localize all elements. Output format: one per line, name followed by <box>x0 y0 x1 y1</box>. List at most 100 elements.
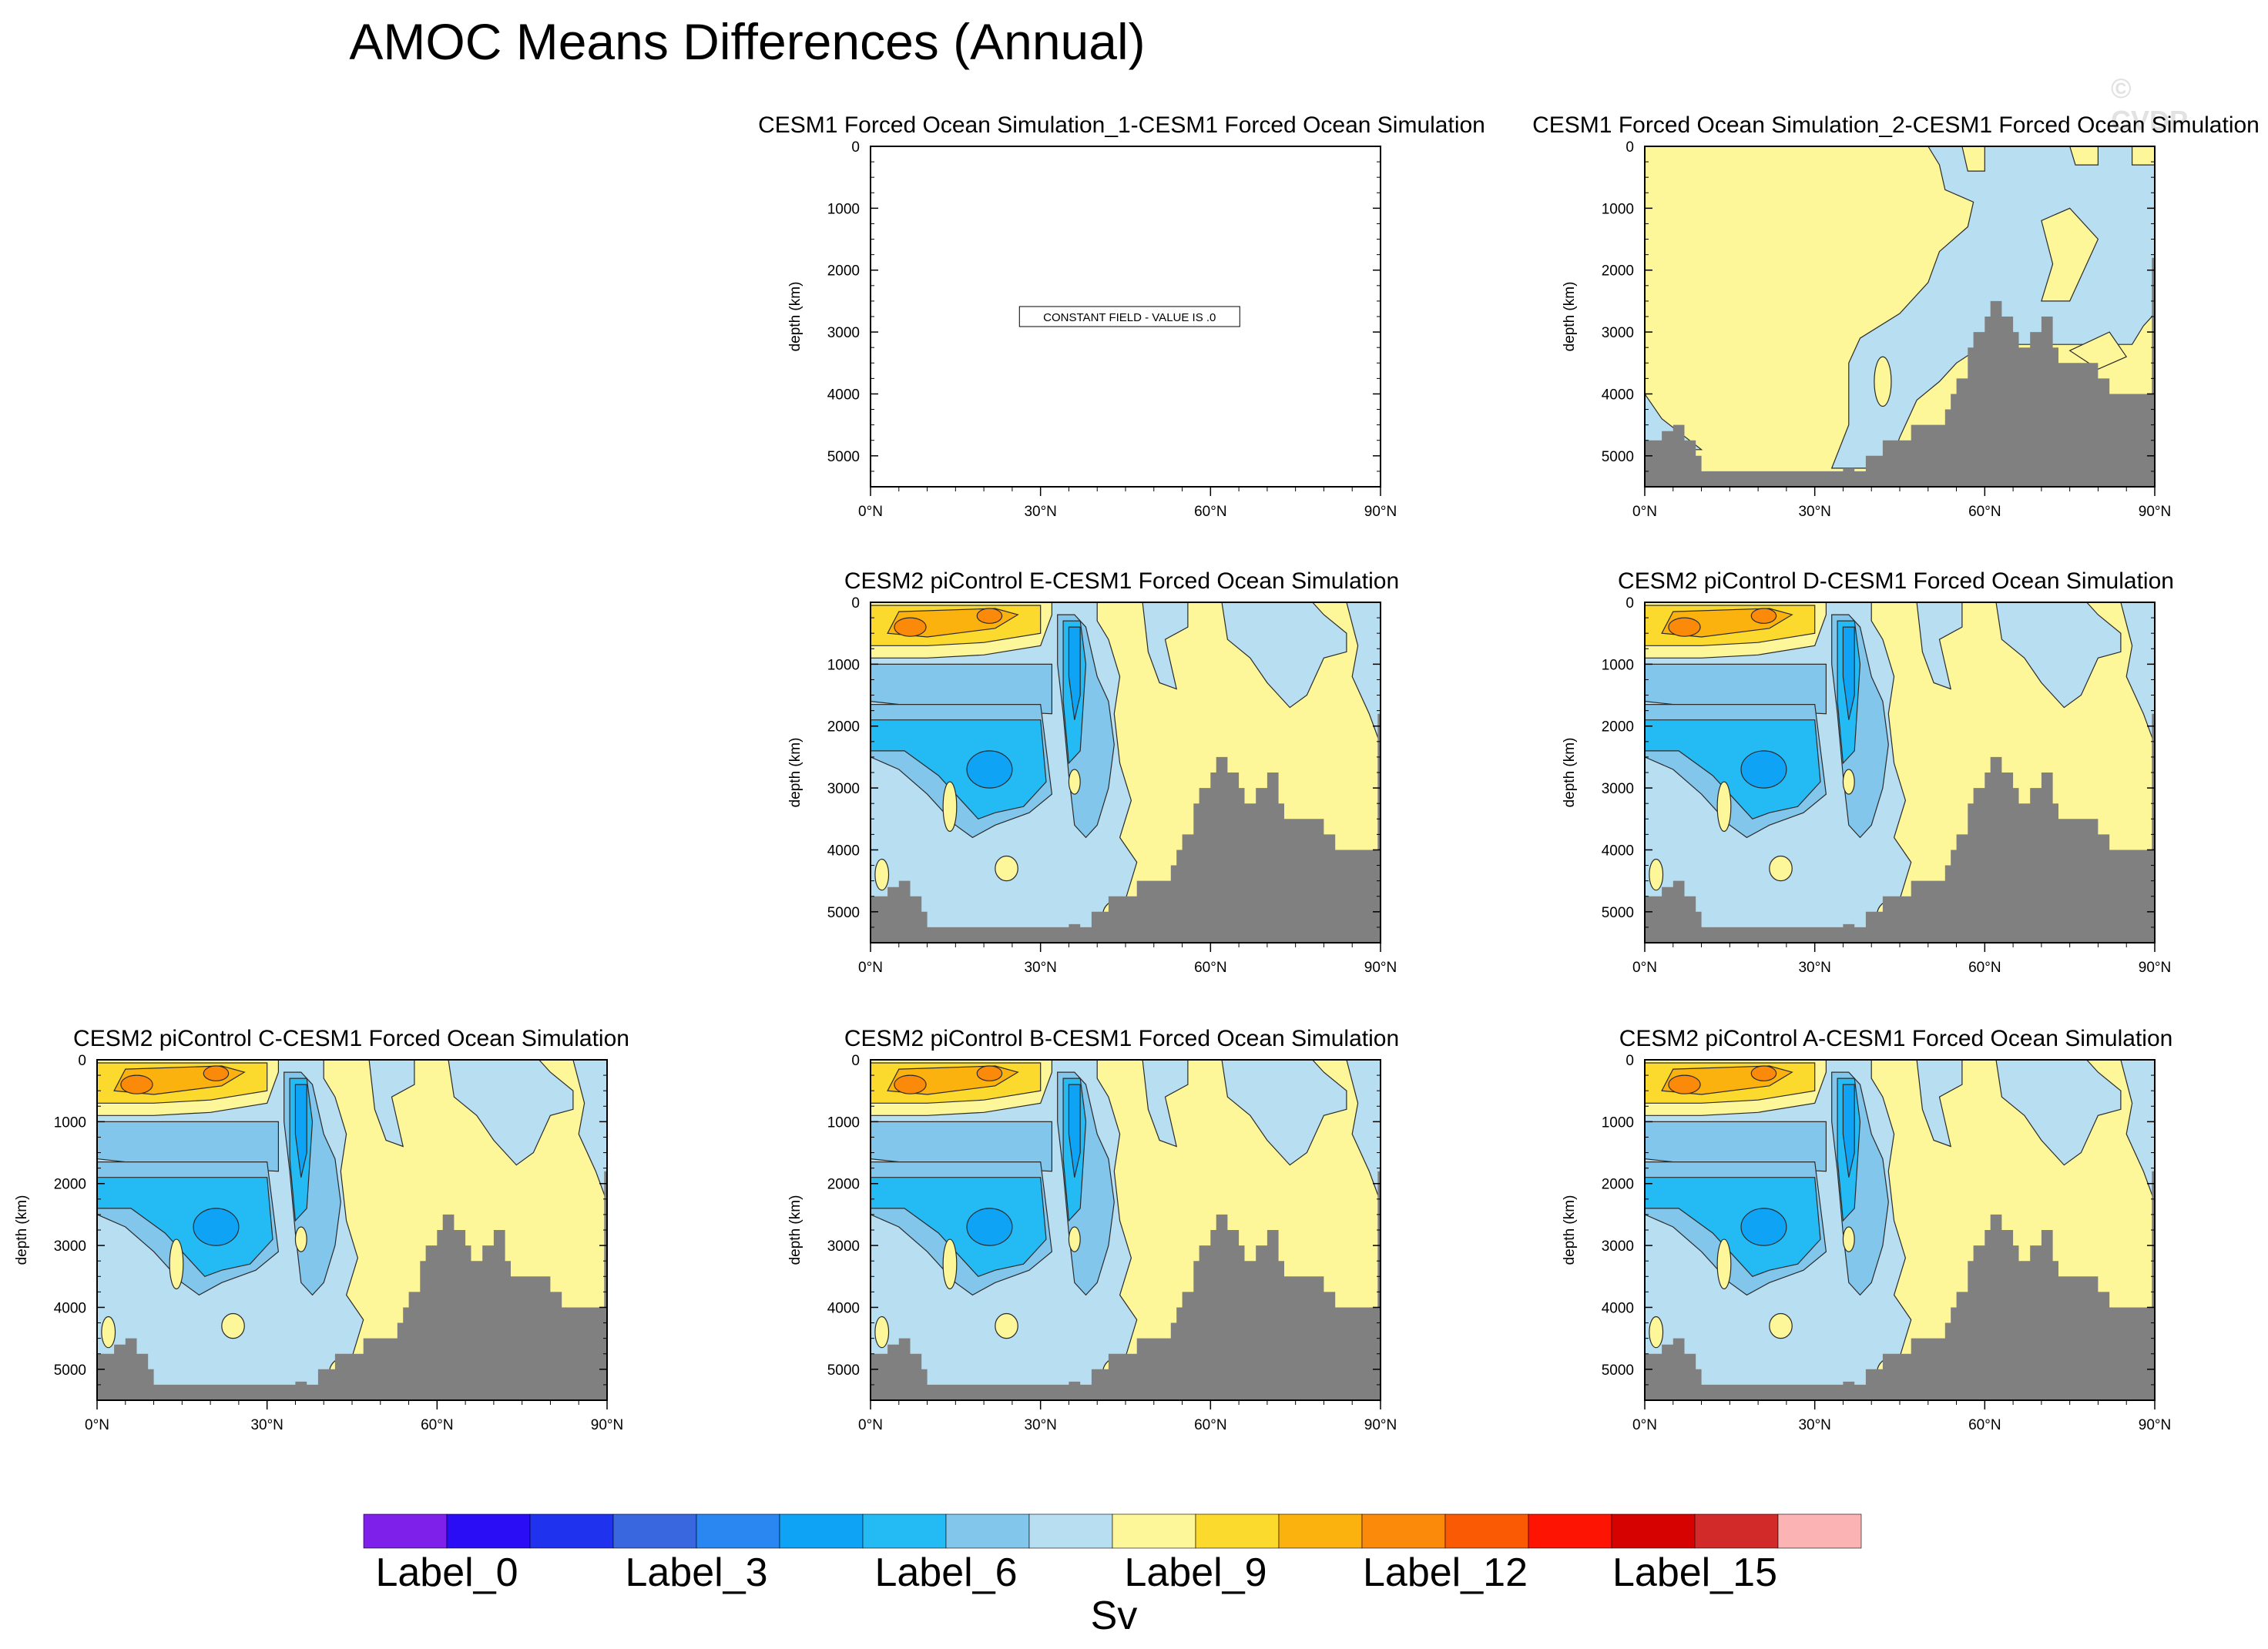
land-mask <box>1645 257 2155 487</box>
colorbar-label-15: Label_15 <box>1612 1550 1777 1595</box>
plot-panel-2: 0 1000 2000 3000 4000 5000 0°N 30°N 60°N 90°N dept… <box>1562 139 2171 520</box>
contour-fill-9 <box>169 1238 184 1289</box>
colorbar-label-3: Label_3 <box>625 1550 768 1595</box>
y-tick-label: 4000 <box>827 1300 860 1316</box>
contour-fill-8 <box>1142 602 1189 690</box>
plot-area <box>1645 602 2155 943</box>
contour-fill-5 <box>1842 626 1855 720</box>
x-tick-label: 90°N <box>2139 504 2171 520</box>
colorbar-swatch-3 <box>612 1513 697 1549</box>
contour-fill-9 <box>221 1312 245 1339</box>
x-tick-label: 90°N <box>1364 504 1397 520</box>
plot-panel-6: 0 1000 2000 3000 4000 5000 0°N 30°N 60°N 90°N dept… <box>787 1053 1397 1433</box>
contour-fill-12 <box>894 1074 927 1094</box>
contour-fill-5 <box>193 1208 240 1246</box>
x-tick-label: 0°N <box>1632 504 1657 520</box>
land-mask <box>871 713 1381 943</box>
x-tick-label: 60°N <box>1968 1417 2001 1433</box>
contour-fill-9 <box>995 1312 1018 1339</box>
colorbar-swatch-1 <box>446 1513 531 1549</box>
x-tick-label: 90°N <box>591 1417 623 1433</box>
contour-fill-12 <box>203 1065 230 1081</box>
contour-fill-9 <box>1068 1226 1081 1252</box>
y-tick-label: 1000 <box>1602 657 1634 673</box>
y-axis-label: depth (km) <box>1562 282 1578 352</box>
panel-title-1: CESM1 Forced Ocean Simulation_1-CESM1 Fo… <box>758 112 1485 138</box>
contour-fill-5 <box>966 1208 1013 1246</box>
x-tick-label: 0°N <box>1632 1417 1657 1433</box>
colorbar-swatch-8 <box>1028 1513 1113 1549</box>
y-tick-label: 2000 <box>827 719 860 736</box>
colorbar-swatch-0 <box>363 1513 448 1549</box>
contour-fill-8 <box>1995 1060 2122 1166</box>
land-mask <box>1645 1171 2155 1400</box>
contour-fill-9 <box>1716 1238 1732 1289</box>
contour-fill-9 <box>942 1238 958 1289</box>
contour-fill-12 <box>1750 608 1777 624</box>
constant-field-box <box>1018 306 1240 327</box>
y-tick-label: 2000 <box>1602 1177 1634 1193</box>
land-mask <box>871 1171 1381 1400</box>
contour-fill-9 <box>942 781 958 832</box>
contour-fill-6 <box>1645 1177 1821 1278</box>
y-tick-label: 4000 <box>1602 387 1634 403</box>
contour-fill-8 <box>368 1060 415 1148</box>
cvdp-watermark: © CVDP <box>2111 72 2189 136</box>
y-tick-label: 2000 <box>827 1177 860 1193</box>
contour-fill-8 <box>1645 393 1703 451</box>
contour-fill-5 <box>294 1084 307 1178</box>
x-tick-label: 30°N <box>250 1417 283 1433</box>
contour-fill-5 <box>1842 1084 1855 1178</box>
land-mask <box>1645 713 2155 943</box>
panel-title-7: CESM2 piControl A-CESM1 Forced Ocean Sim… <box>1619 1026 2173 1051</box>
y-tick-label: 3000 <box>827 325 860 341</box>
y-tick-label: 5000 <box>1602 449 1634 465</box>
contour-fill-8 <box>2120 1060 2155 1203</box>
contour-fill-8 <box>2120 602 2155 746</box>
y-axis-label: depth (km) <box>1562 1195 1578 1265</box>
colorbar-swatch-4 <box>696 1513 780 1549</box>
y-tick-label: 0 <box>1626 1053 1634 1069</box>
contour-fill-5 <box>966 750 1013 789</box>
y-tick-label: 5000 <box>827 1362 860 1379</box>
y-tick-label: 3000 <box>827 1238 860 1255</box>
contour-fill-5 <box>1740 1208 1787 1246</box>
plot-area <box>1645 146 2155 487</box>
x-tick-label: 30°N <box>1024 1417 1056 1433</box>
y-tick-label: 2000 <box>1602 263 1634 280</box>
x-tick-label: 0°N <box>858 504 883 520</box>
contour-fill-8 <box>1221 1060 1347 1166</box>
contour-fill-8 <box>1221 602 1347 709</box>
colorbar-label-12: Label_12 <box>1363 1550 1528 1595</box>
colorbar-label-0: Label_0 <box>375 1550 518 1595</box>
x-tick-label: 30°N <box>1024 960 1056 976</box>
y-tick-label: 4000 <box>827 843 860 859</box>
colorbar-swatch-9 <box>1112 1513 1196 1549</box>
colorbar-swatch-10 <box>1195 1513 1280 1549</box>
x-tick-label: 60°N <box>1194 504 1226 520</box>
colorbar-swatch-7 <box>945 1513 1030 1549</box>
plot-area <box>871 1060 1381 1400</box>
panel-title-4: CESM2 piControl D-CESM1 Forced Ocean Sim… <box>1618 568 2174 594</box>
colorbar-swatch-16 <box>1694 1513 1779 1549</box>
x-tick-label: 60°N <box>1968 504 2001 520</box>
contour-fill-12 <box>1750 1065 1777 1081</box>
contour-fill-9 <box>1842 769 1855 795</box>
x-tick-label: 60°N <box>1194 960 1226 976</box>
x-tick-label: 90°N <box>2139 1417 2171 1433</box>
colorbar-swatch-5 <box>779 1513 864 1549</box>
x-tick-label: 30°N <box>1024 504 1056 520</box>
y-tick-label: 1000 <box>54 1114 86 1131</box>
contour-fill-6 <box>871 719 1047 820</box>
y-tick-label: 3000 <box>54 1238 86 1255</box>
colorbar-swatch-15 <box>1611 1513 1696 1549</box>
y-tick-label: 0 <box>851 1053 860 1069</box>
contour-fill-6 <box>97 1177 273 1278</box>
plot-area <box>871 602 1381 943</box>
y-tick-label: 3000 <box>827 781 860 797</box>
y-tick-label: 5000 <box>1602 1362 1634 1379</box>
y-tick-label: 1000 <box>827 1114 860 1131</box>
y-tick-label: 4000 <box>827 387 860 403</box>
y-tick-label: 1000 <box>827 201 860 217</box>
contour-fill-9 <box>874 1316 890 1349</box>
